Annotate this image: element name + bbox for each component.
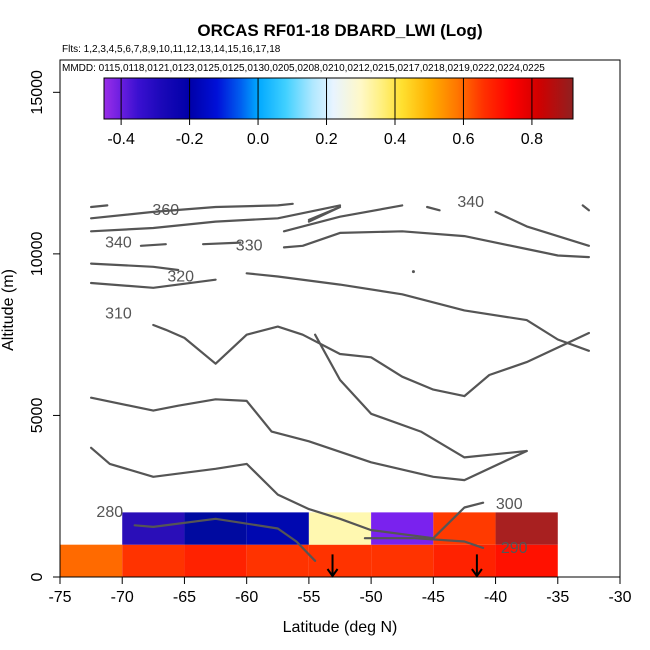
colorbar-tick-label: 0.2: [315, 131, 337, 148]
heatmap-cell: [60, 544, 123, 577]
x-tick-label: -50: [360, 589, 383, 606]
heatmap-cells: [60, 512, 558, 577]
contour-label: 330: [236, 238, 263, 255]
colorbar-tick-label: -0.4: [107, 131, 135, 148]
y-axis: 0 5000 10000 15000: [29, 70, 60, 581]
contour-line: [581, 204, 591, 212]
y-tick-label: 5000: [29, 398, 46, 434]
heatmap-cell: [433, 544, 496, 577]
x-axis: -75 -70 -65 -60 -55 -50 -45 -40 -35 -30: [48, 577, 632, 606]
contour-line: [363, 537, 485, 550]
markers: [326, 554, 483, 578]
contour-line: [89, 278, 217, 289]
x-tick-label: -40: [484, 589, 507, 606]
x-tick-label: -55: [297, 589, 320, 606]
contour-line: [89, 204, 342, 233]
contour-line: [314, 333, 528, 459]
x-axis-label: Latitude (deg N): [283, 619, 398, 636]
x-tick-label: -70: [111, 589, 134, 606]
contour-dot: [411, 270, 415, 274]
y-tick-label: 10000: [29, 232, 46, 277]
contour-labels: 360 340 330 320 310 340 300 280 290: [96, 194, 527, 557]
heatmap-cell: [122, 544, 185, 577]
contour-label: 300: [496, 496, 523, 513]
colorbar-tick-label: 0.0: [247, 131, 269, 148]
flights-line: Flts: 1,2,3,4,5,6,7,8,9,10,11,12,13,14,1…: [62, 44, 281, 55]
y-tick-label: 15000: [29, 70, 46, 115]
chart-title: ORCAS RF01-18 DBARD_LWI (Log): [197, 21, 482, 40]
colorbar-tick-label: 0.8: [521, 131, 543, 148]
x-tick-label: -75: [48, 589, 71, 606]
plot-frame: [59, 59, 621, 578]
contour-line: [89, 396, 528, 482]
contour-line: [89, 446, 485, 540]
heatmap-cell: [246, 544, 309, 577]
contour-line: [282, 204, 404, 233]
y-tick-label: 0: [29, 572, 46, 581]
x-tick-label: -35: [546, 589, 569, 606]
contour-line: [245, 272, 591, 352]
colorbar-tick-label: 0.6: [452, 131, 474, 148]
contour-line: [139, 243, 167, 247]
x-tick-label: -60: [235, 589, 258, 606]
heatmap-cell: [495, 512, 558, 545]
marker-arrowhead: [326, 568, 339, 578]
x-tick-label: -65: [173, 589, 196, 606]
colorbar-tick-label: -0.2: [176, 131, 204, 148]
contour-line: [133, 517, 317, 562]
contour-label: 340: [457, 194, 484, 211]
contour-line: [89, 202, 294, 220]
heatmap-cell: [308, 512, 372, 545]
contour-label: 320: [167, 268, 194, 285]
contour-label: 360: [152, 202, 179, 219]
y-axis-label: Altitude (m): [0, 269, 17, 351]
colorbar: -0.4 -0.2 0.0 0.2 0.4 0.6 0.8: [103, 77, 574, 148]
colorbar-tick-label: 0.4: [384, 131, 406, 148]
contour-line: [89, 262, 180, 272]
contour-label: 340: [105, 234, 132, 251]
x-tick-label: -30: [608, 589, 631, 606]
x-tick-label: -45: [422, 589, 445, 606]
mmdd-line: MMDD: 0115,0118,0121,0123,0125,0125,0130…: [62, 63, 545, 74]
heatmap-cell: [122, 512, 185, 545]
contour-line: [426, 205, 441, 212]
contour-label: 310: [105, 306, 132, 323]
contour-line: [152, 323, 591, 398]
contour-label: 290: [501, 540, 528, 557]
heatmap-cell: [495, 544, 558, 577]
heatmap-cell: [184, 512, 247, 545]
contour-label: 280: [96, 504, 123, 521]
contour-lines: [89, 202, 591, 562]
contour-line: [307, 205, 342, 223]
heatmap-cell: [371, 544, 434, 577]
contour-line: [494, 210, 591, 247]
marker-arrowhead: [471, 568, 483, 578]
heatmap-cell: [308, 544, 372, 577]
heatmap-cell: [184, 544, 247, 577]
contour-line: [282, 230, 591, 259]
colorbar-gradient: [103, 77, 574, 120]
contour-line: [89, 204, 109, 209]
contour-line: [202, 241, 242, 246]
